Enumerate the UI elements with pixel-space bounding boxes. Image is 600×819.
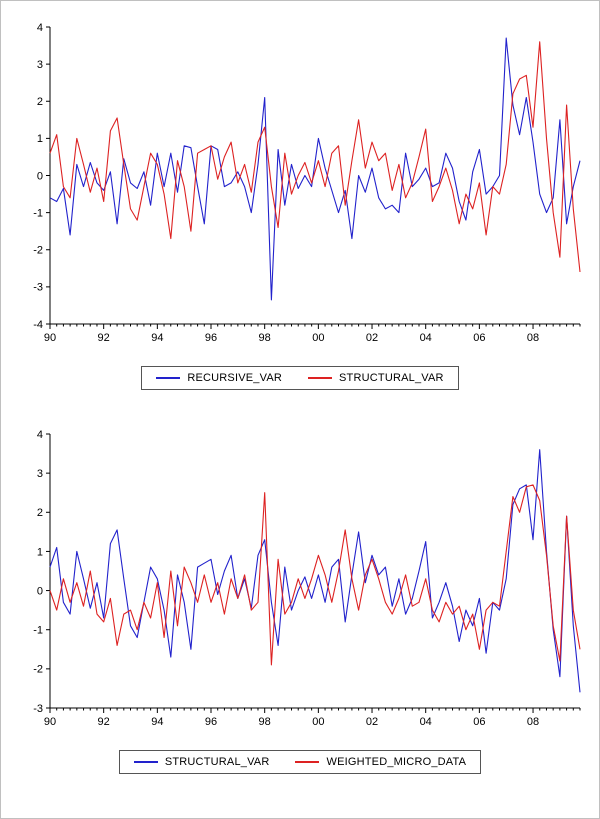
y-tick-label: 1 (37, 546, 43, 558)
bottom-chart-legend: STRUCTURAL_VAR WEIGHTED_MICRO_DATA (118, 750, 482, 774)
x-tick-label: 02 (366, 716, 378, 728)
legend-line-swatch (308, 377, 333, 379)
legend-label: RECURSIVE_VAR (187, 372, 283, 384)
x-tick-label: 04 (420, 716, 432, 728)
y-tick-label: 4 (37, 429, 43, 441)
legend-label: STRUCTURAL_VAR (164, 756, 270, 768)
y-tick-label: -3 (33, 703, 43, 715)
legend-line-swatch (133, 761, 158, 763)
y-tick-label: 1 (37, 133, 43, 145)
x-tick-label: 00 (312, 332, 324, 344)
y-tick-label: -1 (33, 625, 43, 637)
y-tick-label: -3 (33, 282, 43, 294)
x-tick-label: 90 (44, 332, 56, 344)
legend-item: WEIGHTED_MICRO_DATA (295, 756, 466, 768)
legend-label: WEIGHTED_MICRO_DATA (326, 756, 467, 768)
x-tick-label: 08 (527, 332, 539, 344)
bottom-legend-wrap: STRUCTURAL_VAR WEIGHTED_MICRO_DATA (1, 750, 599, 774)
y-tick-label: 2 (37, 507, 43, 519)
x-tick-label: 94 (151, 332, 163, 344)
y-tick-label: 0 (37, 170, 43, 182)
series-line-weighted_micro_data (49, 484, 581, 666)
legend-label: STRUCTURAL_VAR (339, 372, 444, 384)
y-tick-label: -2 (33, 664, 43, 676)
x-tick-label: 00 (312, 716, 324, 728)
y-tick-label: 3 (37, 59, 43, 71)
x-tick-label: 08 (527, 716, 539, 728)
series-line-recursive_var (49, 37, 581, 301)
y-tick-label: -1 (33, 207, 43, 219)
top-chart-block: 4 3 2 1 0 -1 -2 -3 -4 90 92 94 96 98 00 02 04 06 08 RECURS… (1, 11, 599, 390)
bottom-chart-plot: 4 3 2 1 0 -1 -2 -390 92 94 96 98 00 02 04 06 08 (33, 429, 581, 728)
top-chart-legend: RECURSIVE_VAR STRUCTURAL_VAR (141, 366, 459, 390)
series-line-structural_var (49, 41, 581, 273)
y-tick-label: 0 (37, 585, 43, 597)
top-legend-wrap: RECURSIVE_VAR STRUCTURAL_VAR (1, 366, 599, 390)
legend-item: STRUCTURAL_VAR (133, 756, 270, 768)
series-line-structural_var (49, 449, 581, 693)
x-tick-label: 98 (259, 332, 271, 344)
x-tick-label: 96 (205, 332, 217, 344)
y-tick-label: -4 (33, 319, 43, 331)
legend-item: RECURSIVE_VAR (156, 372, 282, 384)
x-tick-label: 02 (366, 332, 378, 344)
x-tick-label: 98 (259, 716, 271, 728)
x-tick-label: 06 (473, 716, 485, 728)
bottom-chart-block: 4 3 2 1 0 -1 -2 -3 90 92 94 96 98 00 02 04 06 08 STRUCTUR… (1, 418, 599, 774)
y-tick-label: 4 (37, 22, 43, 34)
x-tick-label: 06 (473, 332, 485, 344)
legend-line-swatch (295, 761, 320, 763)
top-chart-plot: 4 3 2 1 0 -1 -2 -3 -490 92 94 96 98 00 02 04 06 08 (33, 22, 581, 344)
y-tick-label: -2 (33, 245, 43, 257)
y-tick-label: 2 (37, 96, 43, 108)
x-tick-label: 96 (205, 716, 217, 728)
x-tick-label: 92 (98, 716, 110, 728)
x-tick-label: 94 (151, 716, 163, 728)
legend-line-swatch (156, 377, 181, 379)
legend-item: STRUCTURAL_VAR (308, 372, 444, 384)
y-tick-label: 3 (37, 468, 43, 480)
x-tick-label: 92 (98, 332, 110, 344)
x-tick-label: 90 (44, 716, 56, 728)
x-tick-label: 04 (420, 332, 432, 344)
